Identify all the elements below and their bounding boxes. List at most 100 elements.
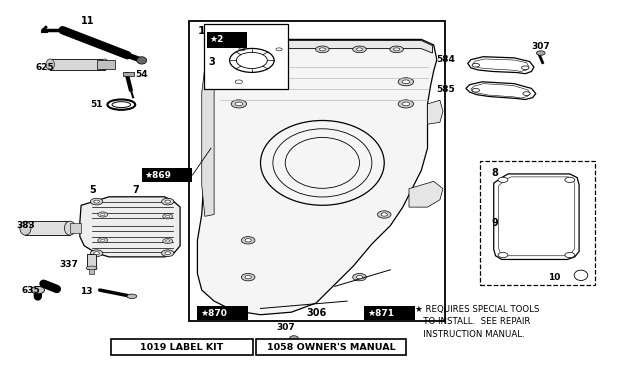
Ellipse shape — [166, 215, 170, 218]
Ellipse shape — [536, 51, 545, 55]
Ellipse shape — [31, 286, 45, 294]
Text: 383: 383 — [16, 221, 35, 230]
Ellipse shape — [521, 66, 529, 70]
Text: 10: 10 — [548, 273, 560, 282]
Ellipse shape — [231, 78, 247, 86]
Text: 337: 337 — [60, 260, 78, 269]
Text: 13: 13 — [80, 287, 92, 296]
Bar — [256, 339, 406, 355]
Text: 3: 3 — [208, 57, 215, 67]
Ellipse shape — [523, 92, 530, 95]
Ellipse shape — [402, 102, 410, 106]
Ellipse shape — [272, 46, 286, 53]
Ellipse shape — [86, 266, 97, 270]
Polygon shape — [202, 65, 214, 216]
Text: 8: 8 — [491, 168, 498, 178]
Ellipse shape — [378, 211, 391, 218]
Ellipse shape — [64, 221, 76, 235]
Ellipse shape — [98, 212, 108, 217]
Ellipse shape — [98, 238, 108, 243]
Ellipse shape — [137, 57, 147, 64]
Ellipse shape — [565, 177, 575, 182]
Ellipse shape — [100, 239, 105, 241]
Ellipse shape — [46, 59, 55, 70]
Text: 1058 OWNER'S MANUAL: 1058 OWNER'S MANUAL — [267, 343, 396, 352]
Ellipse shape — [353, 46, 366, 53]
Ellipse shape — [241, 236, 255, 244]
Polygon shape — [211, 40, 433, 53]
Ellipse shape — [319, 48, 326, 51]
Ellipse shape — [241, 273, 255, 281]
Ellipse shape — [390, 46, 404, 53]
Ellipse shape — [381, 213, 388, 216]
Ellipse shape — [235, 46, 249, 53]
Text: 1: 1 — [198, 27, 206, 37]
Ellipse shape — [100, 59, 109, 70]
Polygon shape — [428, 100, 443, 124]
Ellipse shape — [235, 102, 242, 106]
Text: 11: 11 — [81, 17, 94, 27]
Ellipse shape — [91, 198, 103, 205]
Ellipse shape — [162, 198, 174, 205]
Bar — [142, 168, 192, 182]
Bar — [89, 268, 94, 274]
Text: 1019 LABEL KIT: 1019 LABEL KIT — [140, 343, 224, 352]
Ellipse shape — [498, 177, 508, 182]
Text: 54: 54 — [136, 70, 148, 79]
Ellipse shape — [402, 80, 410, 84]
Bar — [97, 60, 115, 69]
Text: 625: 625 — [35, 63, 54, 71]
Ellipse shape — [91, 250, 103, 256]
Ellipse shape — [498, 252, 508, 258]
Ellipse shape — [316, 46, 329, 53]
Ellipse shape — [353, 273, 366, 281]
Bar — [480, 161, 595, 285]
FancyArrowPatch shape — [43, 284, 57, 289]
Ellipse shape — [356, 48, 363, 51]
Text: ★ REQUIRES SPECIAL TOOLS
   TO INSTALL.  SEE REPAIR
   INSTRUCTION MANUAL.: ★ REQUIRES SPECIAL TOOLS TO INSTALL. SEE… — [415, 305, 539, 339]
Bar — [50, 59, 105, 70]
Ellipse shape — [472, 63, 479, 67]
Ellipse shape — [356, 276, 363, 279]
Bar — [87, 253, 96, 269]
Ellipse shape — [94, 200, 99, 203]
Text: 307: 307 — [276, 323, 294, 332]
Ellipse shape — [276, 48, 282, 51]
Text: 5: 5 — [89, 185, 95, 195]
Text: 584: 584 — [436, 55, 455, 64]
Bar — [197, 306, 248, 320]
Text: 585: 585 — [436, 85, 455, 94]
Text: 7: 7 — [132, 185, 139, 195]
Polygon shape — [409, 181, 443, 207]
Ellipse shape — [165, 200, 171, 203]
Text: eReplacementParts.com: eReplacementParts.com — [234, 178, 386, 192]
Bar — [206, 32, 247, 47]
Ellipse shape — [94, 252, 99, 255]
Ellipse shape — [394, 48, 400, 51]
Bar — [189, 21, 445, 322]
Text: 306: 306 — [306, 308, 326, 318]
Ellipse shape — [245, 239, 251, 242]
Text: 307: 307 — [531, 42, 550, 51]
Text: ★870: ★870 — [200, 309, 228, 318]
Ellipse shape — [565, 252, 575, 258]
Ellipse shape — [162, 250, 174, 256]
Ellipse shape — [398, 78, 414, 86]
Text: 635: 635 — [21, 286, 40, 295]
Polygon shape — [197, 39, 437, 315]
Ellipse shape — [245, 276, 251, 279]
Ellipse shape — [100, 213, 105, 216]
Ellipse shape — [231, 100, 247, 108]
Ellipse shape — [163, 238, 172, 243]
Text: 51: 51 — [91, 100, 103, 109]
Ellipse shape — [20, 221, 31, 235]
Text: 9: 9 — [491, 218, 498, 228]
Ellipse shape — [165, 252, 171, 255]
Bar — [123, 72, 135, 76]
Bar — [111, 339, 253, 355]
Text: ★2: ★2 — [210, 35, 224, 44]
Text: ★869: ★869 — [145, 171, 172, 179]
Bar — [70, 223, 81, 233]
Ellipse shape — [235, 80, 242, 84]
Bar — [365, 306, 415, 320]
